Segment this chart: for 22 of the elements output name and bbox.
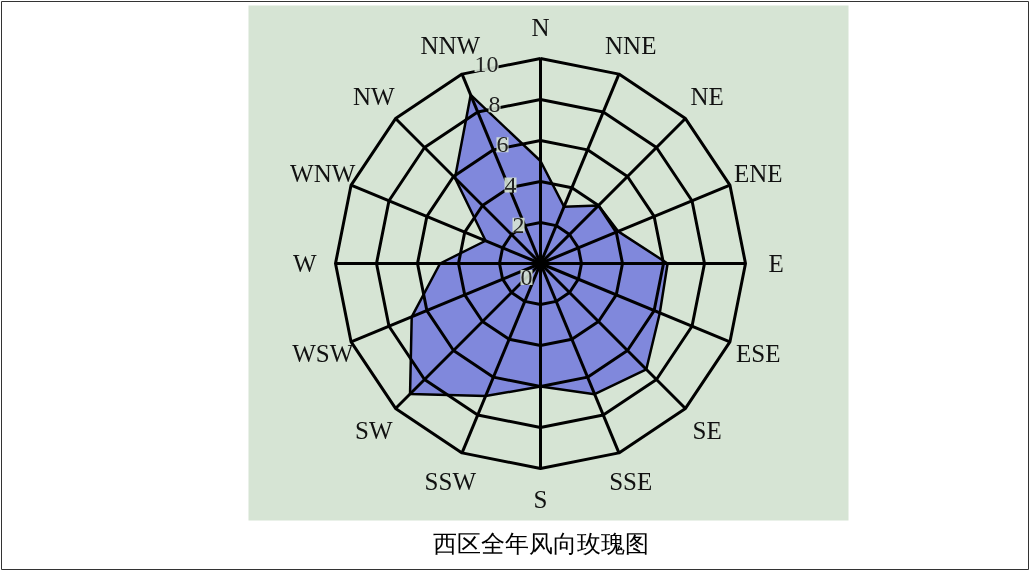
spoke-label: WNW bbox=[290, 159, 356, 187]
y-tick-label: 4 bbox=[504, 171, 517, 198]
spoke-label: ENE bbox=[734, 159, 783, 187]
y-tick-label: 2 bbox=[512, 211, 525, 238]
spoke-label: E bbox=[768, 250, 784, 277]
text: 西区全年风向玫瑰图 bbox=[432, 530, 649, 557]
y-tick-label: 6 bbox=[496, 131, 509, 158]
spoke-label: NNE bbox=[605, 32, 657, 60]
y-tick-label: 0 bbox=[520, 264, 533, 290]
y-tick-label: 10 bbox=[474, 50, 499, 77]
spoke-label: SW bbox=[355, 416, 393, 444]
spoke-label: WSW bbox=[292, 340, 354, 368]
spoke-label: W bbox=[292, 250, 317, 277]
spoke-label: SSW bbox=[424, 467, 477, 495]
spoke-label: NE bbox=[690, 83, 724, 111]
y-tick-label: 8 bbox=[488, 91, 501, 118]
spoke-label: N bbox=[531, 14, 550, 42]
spoke-label: SE bbox=[692, 416, 722, 444]
spoke-label: SSE bbox=[609, 467, 653, 495]
spoke-label: NW bbox=[352, 83, 396, 111]
spoke-label: S bbox=[533, 485, 548, 513]
spoke-label: ESE bbox=[736, 340, 781, 368]
